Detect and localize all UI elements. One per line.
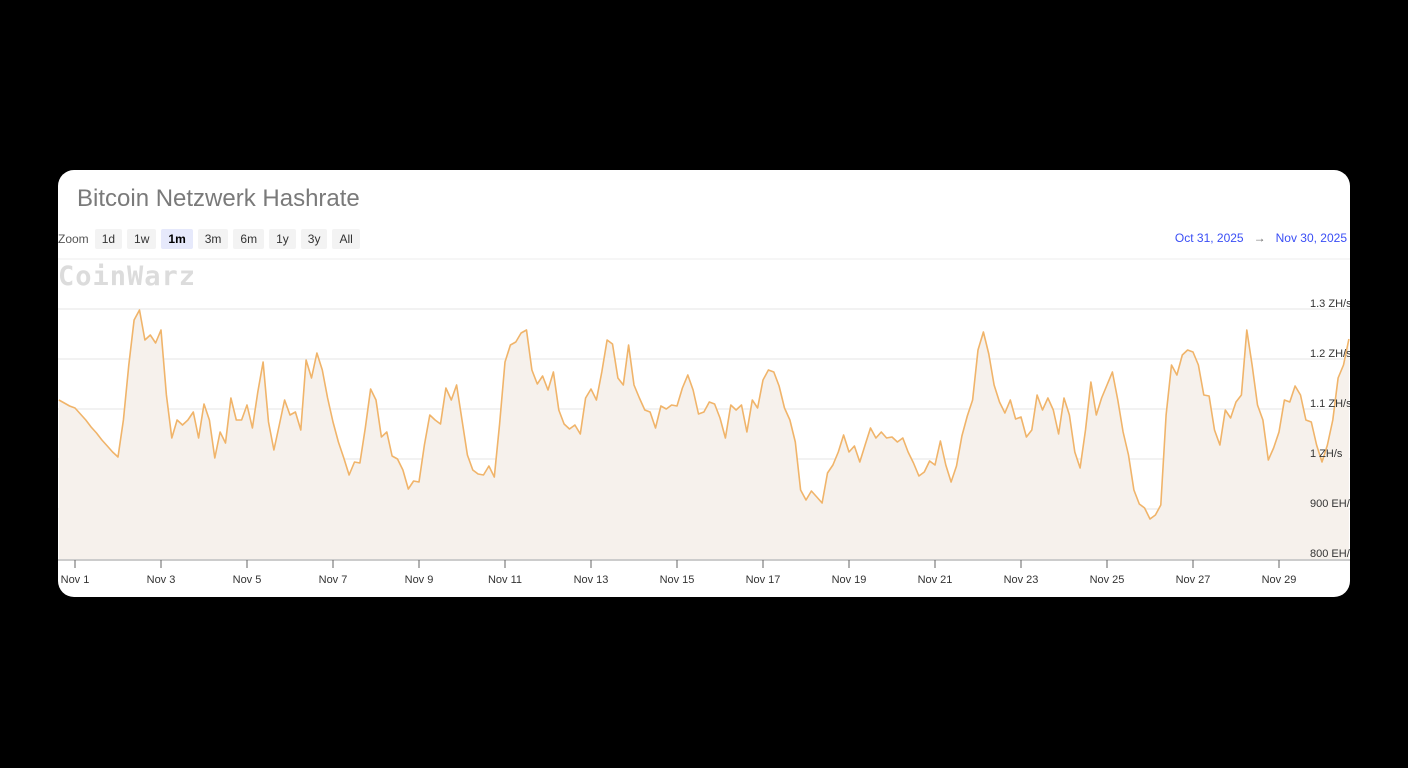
- x-tick-label: Nov 17: [746, 574, 781, 586]
- x-tick-label: Nov 5: [233, 574, 262, 586]
- y-tick-label: 1.2 ZH/s: [1310, 348, 1350, 360]
- y-tick-label: 1 ZH/s: [1310, 448, 1343, 460]
- x-tick-label: Nov 11: [488, 574, 522, 586]
- x-tick-label: Nov 29: [1262, 574, 1297, 586]
- zoom-1m-button[interactable]: 1m: [161, 229, 193, 249]
- y-tick-label: 900 EH/s: [1310, 498, 1350, 510]
- zoom-selector: Zoom 1d 1w 1m 3m 6m 1y 3y All: [58, 229, 360, 249]
- zoom-3m-button[interactable]: 3m: [197, 229, 229, 249]
- area-fill: [58, 310, 1349, 559]
- zoom-3y-button[interactable]: 3y: [300, 229, 328, 249]
- x-tick-label: Nov 7: [319, 574, 348, 586]
- range-from-input[interactable]: Oct 31, 2025: [1174, 231, 1244, 245]
- x-tick-label: Nov 15: [660, 574, 695, 586]
- zoom-all-button[interactable]: All: [332, 229, 360, 249]
- x-tick-label: Nov 27: [1176, 574, 1211, 586]
- hashrate-series-line: [58, 309, 1350, 520]
- hashrate-chart-card: Bitcoin Netzwerk Hashrate Zoom 1d 1w 1m …: [58, 170, 1350, 597]
- range-to-input[interactable]: Nov 30, 2025: [1275, 231, 1347, 245]
- x-tick-label: Nov 23: [1004, 574, 1039, 586]
- coinwarz-watermark-logo: CoinWarz: [58, 261, 197, 292]
- y-tick-label: 1.1 ZH/s: [1310, 398, 1350, 410]
- zoom-1y-button[interactable]: 1y: [269, 229, 296, 249]
- x-tick-label: Nov 3: [147, 574, 176, 586]
- date-range: Oct 31, 2025 → Nov 30, 2025: [1175, 231, 1347, 245]
- x-tick-label: Nov 25: [1090, 574, 1125, 586]
- x-tick-label: Nov 9: [405, 574, 434, 586]
- x-tick-label: Nov 13: [574, 574, 609, 586]
- x-tick-label: Nov 19: [832, 574, 867, 586]
- zoom-6m-button[interactable]: 6m: [233, 229, 265, 249]
- arrow-right-icon: →: [1253, 231, 1266, 245]
- zoom-1d-button[interactable]: 1d: [94, 229, 123, 249]
- hashrate-chart: 800 EH/s 900 EH/s 1 ZH/s 1.1 ZH/s 1.2 ZH/s 1.…: [58, 258, 1350, 586]
- y-tick-label: 1.3 ZH/s: [1310, 298, 1350, 310]
- y-tick-label: 800 EH/s: [1310, 548, 1350, 560]
- x-tick-label: Nov 1: [61, 574, 90, 586]
- chart-title: Bitcoin Netzwerk Hashrate: [77, 185, 360, 212]
- zoom-1w-button[interactable]: 1w: [127, 229, 157, 249]
- x-tick-label: Nov 21: [918, 574, 953, 586]
- zoom-label: Zoom: [58, 232, 89, 246]
